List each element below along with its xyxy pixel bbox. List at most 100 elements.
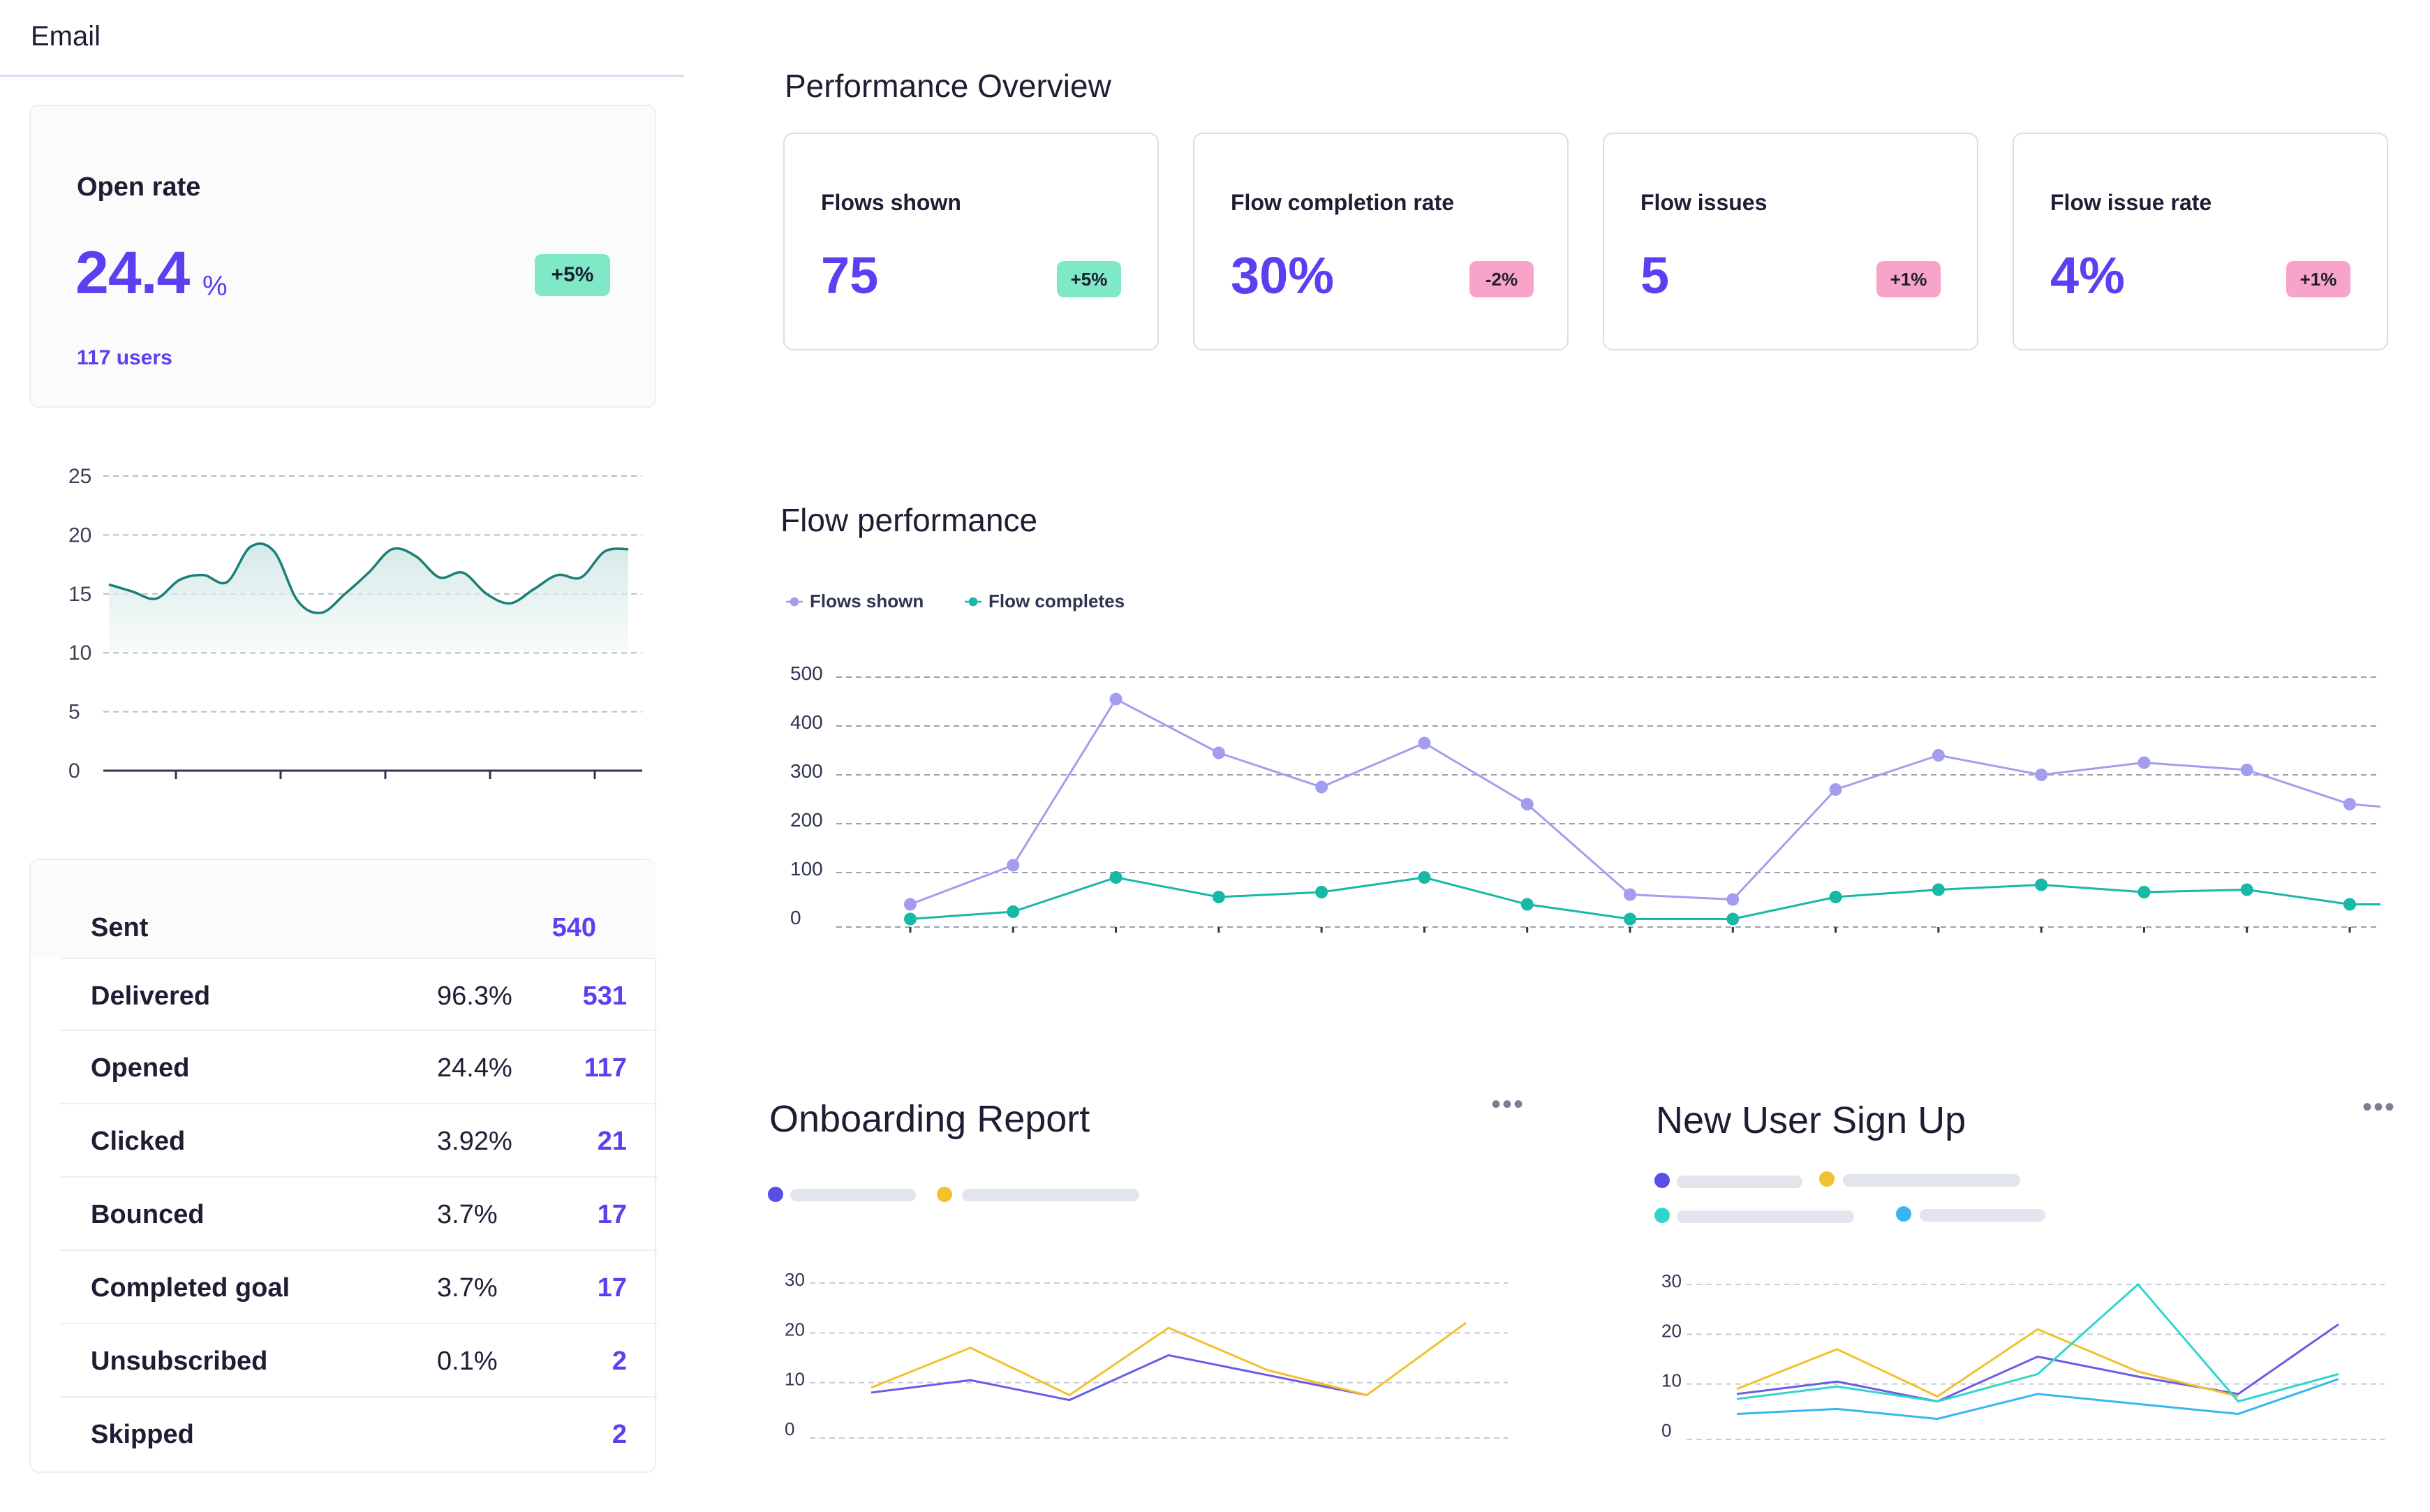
data-point[interactable] [2138,886,2151,898]
data-point[interactable] [1212,891,1225,903]
kpi-value: 75 [821,246,879,304]
data-point[interactable] [2035,878,2048,891]
data-point[interactable] [2240,883,2253,896]
legend-flows-shown[interactable]: Flows shown [786,591,924,612]
series-line-flows-shown [910,697,2381,905]
legend-dot [1896,1206,1911,1222]
open-rate-title: Open rate [77,172,201,202]
kpi-card-flow-completion-rate[interactable]: Flow completion rate 30% -2% [1193,133,1569,350]
email-stats-card: Sent 540 Delivered 96.3% 531 Opened 24.4… [29,859,658,1473]
stats-count: 117 [584,1053,627,1083]
y-tick-label: 0 [785,1418,794,1439]
open-rate-users: 117 users [77,346,172,369]
data-point[interactable] [1520,898,1534,911]
series-line [1736,1378,2339,1421]
legend-flows-shown-icon [786,597,803,606]
y-tick-label: 20 [785,1319,805,1340]
stats-count: 17 [597,1273,627,1303]
data-point[interactable] [1520,798,1534,810]
data-point[interactable] [2240,764,2253,776]
series-line [1736,1282,2339,1403]
stats-row-unsubscribed: Unsubscribed 0.1% 2 [60,1324,658,1398]
email-tab-label: Email [31,21,101,52]
stats-row-clicked: Clicked 3.92% 21 [60,1104,658,1178]
data-point[interactable] [2035,769,2048,781]
y-tick-label: 10 [68,642,91,665]
open-rate-card: Open rate 24.4 % +5% 117 users [29,105,656,408]
stats-count: 531 [582,981,627,1011]
data-point[interactable] [2343,898,2356,911]
open-rate-unit: % [202,271,228,302]
stats-count: 540 [551,913,596,942]
y-tick-label: 20 [68,524,91,547]
legend-dot [1654,1208,1670,1223]
new-user-sign-up-title: New User Sign Up [1656,1099,1966,1141]
data-point[interactable] [1212,746,1225,759]
y-tick-label: 15 [68,583,91,606]
legend-placeholder-bar [1677,1176,1802,1188]
kpi-card-flow-issues[interactable]: Flow issues 5 +1% [1603,133,1978,350]
kpi-card-flow-issue-rate[interactable]: Flow issue rate 4% +1% [2013,133,2388,350]
data-point[interactable] [1932,883,1945,896]
data-point[interactable] [1726,893,1740,906]
stats-rate: 0.1% [437,1347,498,1376]
data-point[interactable] [1007,859,1020,872]
data-point[interactable] [904,912,917,926]
more-options-icon[interactable]: ••• [2362,1092,2396,1122]
kpi-value: 30% [1231,246,1335,304]
stats-row-skipped: Skipped 2 [60,1398,658,1471]
stats-rate: 96.3% [437,981,512,1011]
y-tick-label: 5 [68,701,80,724]
y-tick-label: 500 [790,662,823,684]
legend-placeholder-bar [1843,1174,2020,1187]
data-point[interactable] [1932,749,1945,762]
kpi-card-flows-shown[interactable]: Flows shown 75 +5% [783,133,1159,350]
email-tab[interactable]: Email [0,0,684,77]
data-point[interactable] [1829,783,1842,796]
kpi-title: Flows shown [821,190,961,215]
y-tick-label: 0 [790,907,801,928]
data-point[interactable] [1418,736,1431,750]
open-rate-line [108,542,629,614]
data-point[interactable] [2343,798,2356,810]
stats-rate: 24.4% [437,1053,512,1083]
open-rate-change-badge: +5% [535,254,610,296]
data-point[interactable] [1007,905,1020,918]
open-rate-value: 24.4 [75,239,190,306]
stats-row-opened: Opened 24.4% 117 [60,1031,658,1104]
data-point[interactable] [2138,756,2151,769]
legend-placeholder-bar [790,1189,916,1201]
legend-label: Flows shown [810,591,924,612]
data-point[interactable] [1624,912,1636,926]
stats-name: Opened [91,1053,190,1083]
y-tick-label: 30 [1661,1270,1682,1291]
stats-name: Skipped [91,1420,194,1449]
flow-performance-chart: 500 400 300 200 100 0 [790,662,2381,933]
more-options-icon[interactable]: ••• [1491,1089,1525,1120]
stats-count: 2 [612,1347,627,1376]
onboarding-report-title: Onboarding Report [769,1098,1090,1140]
stats-row-bounced: Bounced 3.7% 17 [60,1178,658,1251]
stats-name: Delivered [91,981,211,1011]
data-point[interactable] [1109,871,1123,884]
y-tick-label: 10 [785,1369,805,1390]
data-point[interactable] [1624,888,1636,901]
data-point[interactable] [1829,891,1842,903]
data-point[interactable] [904,898,917,911]
legend-dot [1654,1173,1670,1188]
stats-count: 2 [612,1420,627,1449]
stats-name: Sent [91,913,149,942]
data-point[interactable] [1418,871,1431,884]
y-tick-label: 30 [785,1269,805,1290]
legend-flow-completes[interactable]: Flow completes [965,591,1125,612]
data-point[interactable] [1109,692,1123,706]
data-point[interactable] [1726,912,1740,926]
legend-placeholder-bar [962,1189,1139,1201]
onboarding-report-chart: 30 20 10 0 [785,1269,1508,1439]
performance-title: Performance Overview [785,68,1111,104]
legend-label: Flow completes [988,591,1125,612]
kpi-change-badge: +1% [1876,261,1941,297]
data-point[interactable] [1315,886,1328,898]
data-point[interactable] [1315,780,1328,794]
kpi-title: Flow issues [1640,190,1768,215]
